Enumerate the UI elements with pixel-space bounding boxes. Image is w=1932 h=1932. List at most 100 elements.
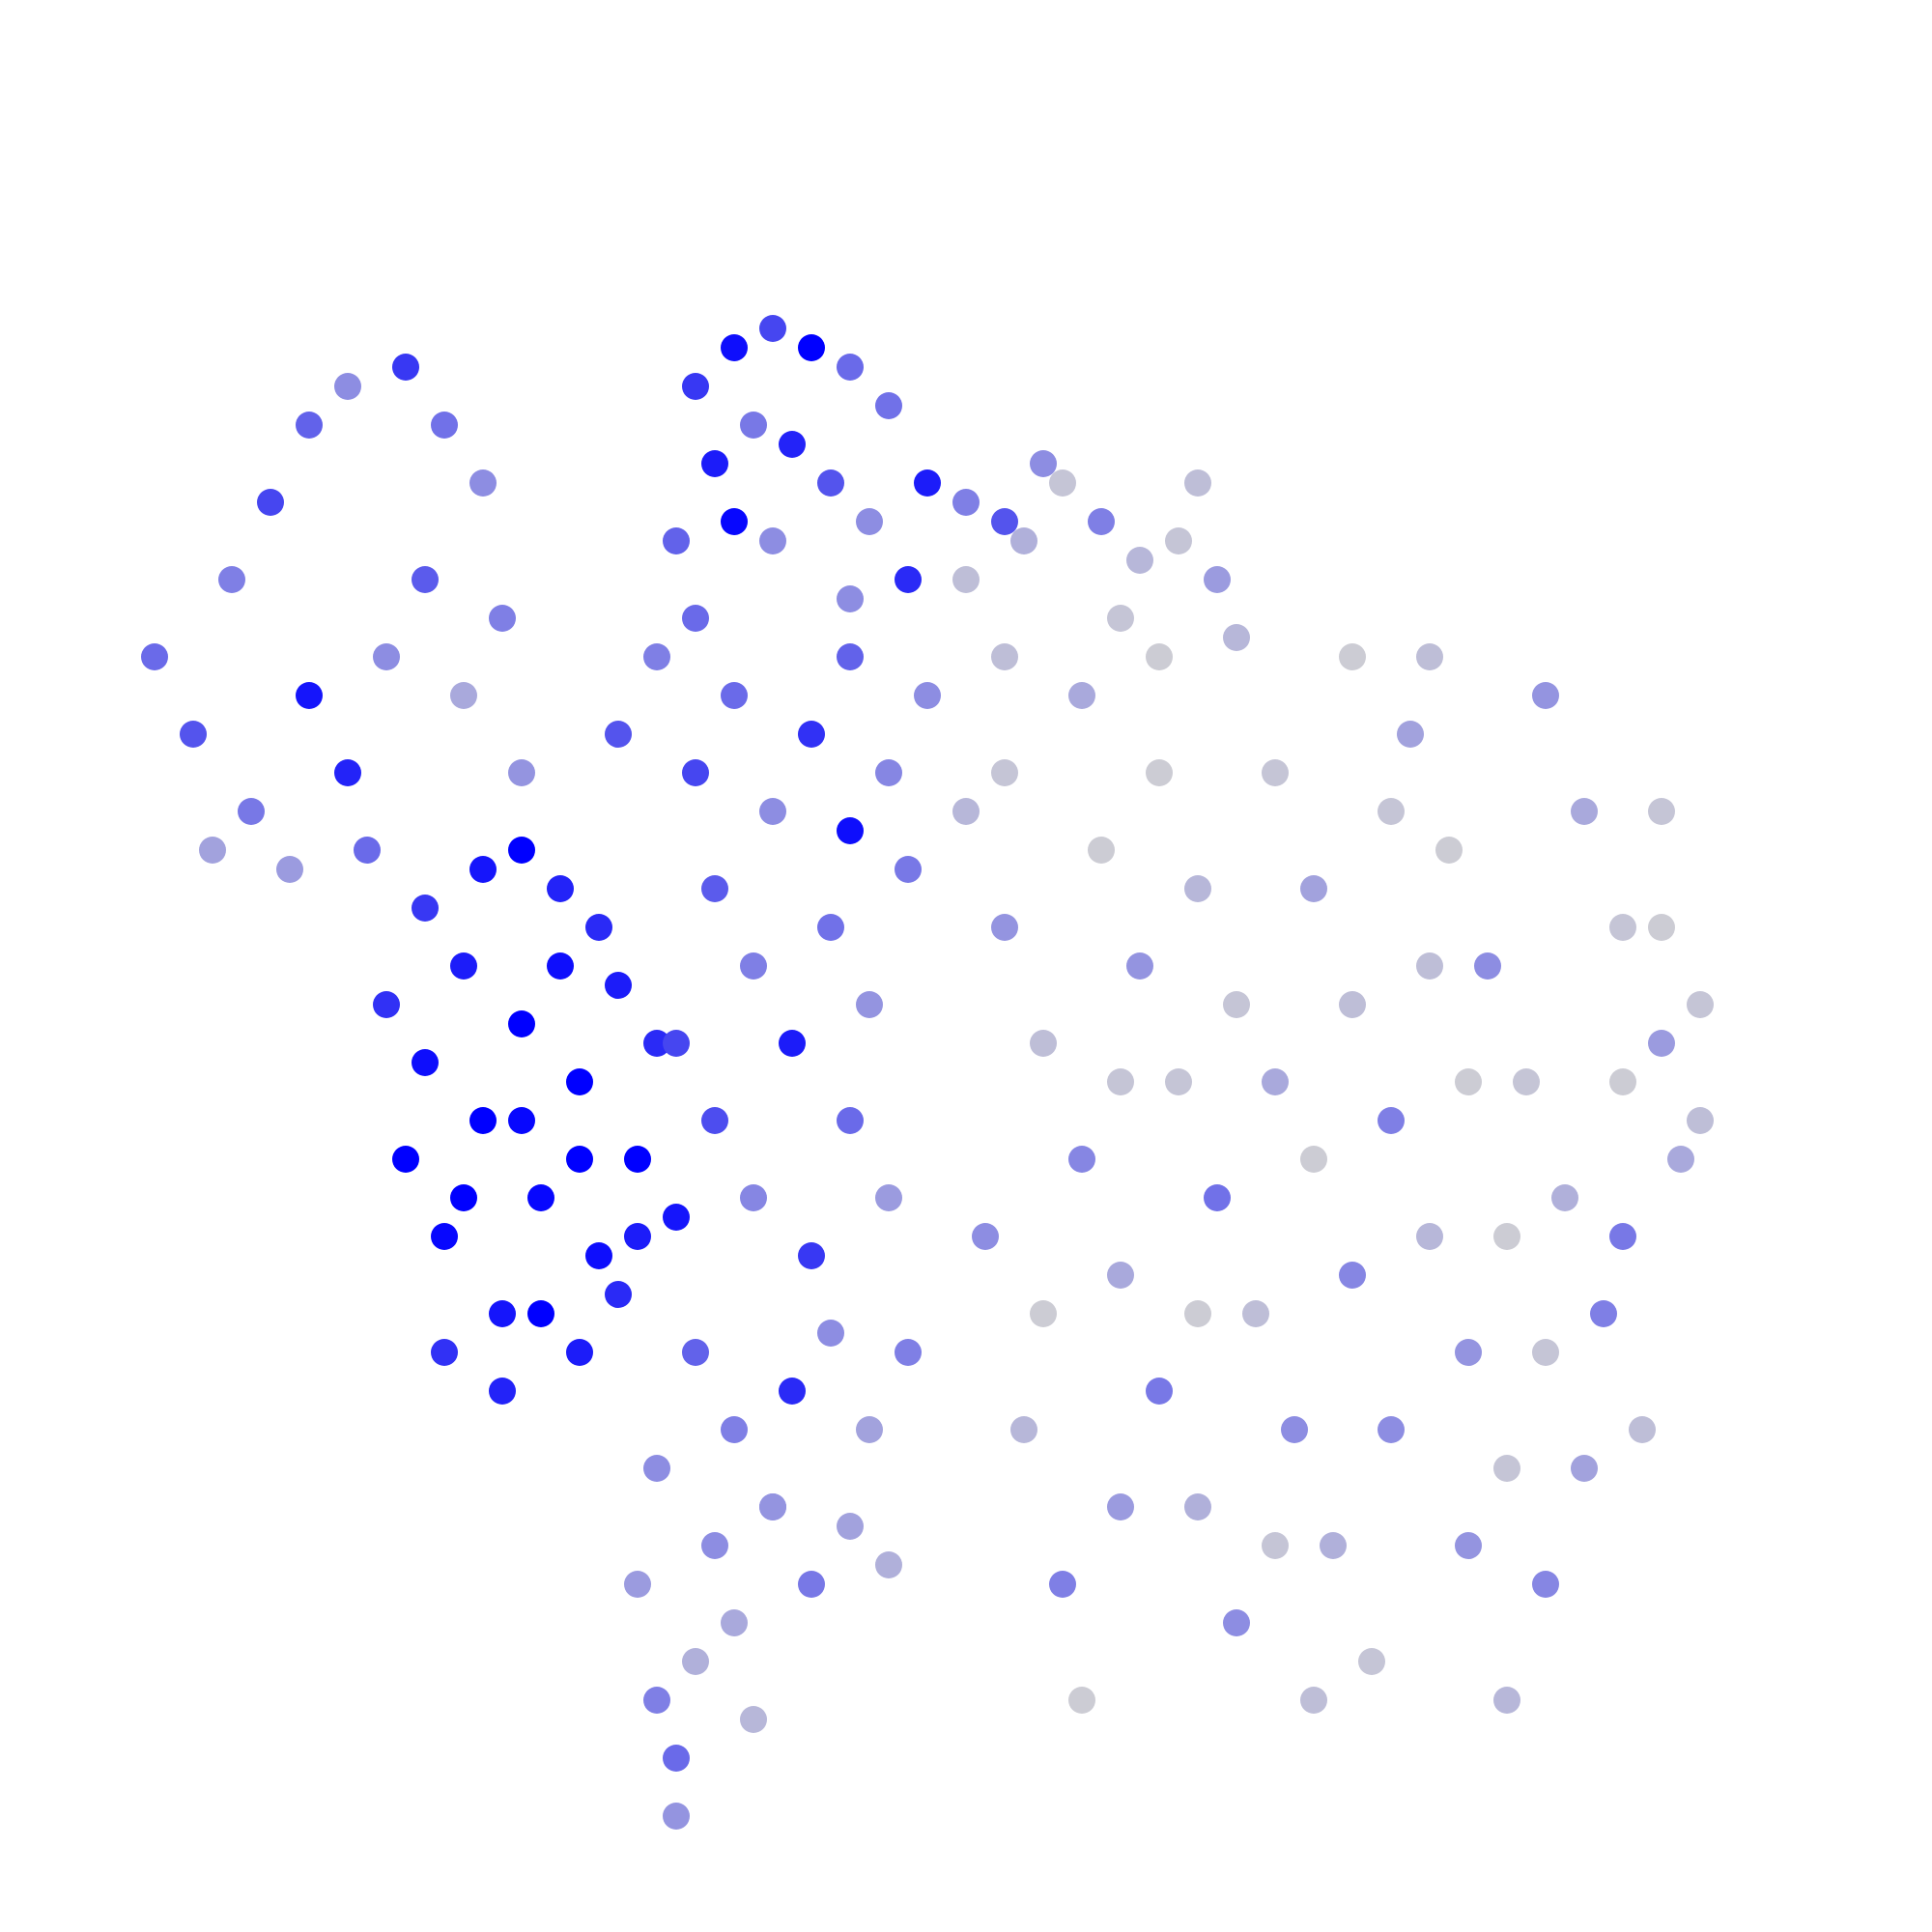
cell-point <box>1455 1339 1482 1366</box>
cell-point <box>682 1648 709 1675</box>
cell-point <box>547 875 574 902</box>
cell-point <box>856 508 883 535</box>
cell-point <box>682 373 709 400</box>
cell-point <box>1165 1068 1192 1095</box>
cell-point <box>1184 469 1211 497</box>
cell-point <box>1648 798 1675 825</box>
cell-point <box>643 1687 670 1714</box>
cell-point <box>1184 1493 1211 1520</box>
cell-point <box>469 856 497 883</box>
cell-point <box>701 1107 728 1134</box>
cell-point <box>1262 759 1289 786</box>
cell-point <box>914 469 941 497</box>
cell-point <box>1339 1262 1366 1289</box>
cell-point <box>779 1378 806 1405</box>
cell-point <box>1030 1030 1057 1057</box>
cell-point <box>527 1300 554 1327</box>
cell-point <box>1378 1416 1405 1443</box>
cell-point <box>1416 643 1443 670</box>
cell-point <box>1532 682 1559 709</box>
cell-point <box>1030 1300 1057 1327</box>
cell-point <box>1146 759 1173 786</box>
cell-point <box>721 508 748 535</box>
cell-point <box>991 508 1018 535</box>
cell-point <box>701 450 728 477</box>
cell-point <box>1300 1146 1327 1173</box>
cell-point <box>1532 1339 1559 1366</box>
cell-point <box>740 1184 767 1211</box>
cell-point <box>1107 1262 1134 1289</box>
cell-point <box>1300 875 1327 902</box>
cell-point <box>373 991 400 1018</box>
cell-point <box>721 682 748 709</box>
cell-point <box>276 856 303 883</box>
cell-point <box>895 856 922 883</box>
cell-point <box>1126 952 1153 980</box>
cell-point <box>1416 1223 1443 1250</box>
cell-point <box>1165 527 1192 554</box>
cell-point <box>1030 450 1057 477</box>
cell-point <box>296 412 323 439</box>
cell-point <box>952 566 980 593</box>
cell-point <box>759 315 786 342</box>
cell-point <box>740 412 767 439</box>
cell-point <box>469 1107 497 1134</box>
cell-point <box>1223 624 1250 651</box>
cell-point <box>508 1107 535 1134</box>
cell-point <box>527 1184 554 1211</box>
cell-point <box>721 1609 748 1636</box>
cell-point <box>1339 643 1366 670</box>
cell-point <box>373 643 400 670</box>
cell-point <box>1590 1300 1617 1327</box>
cell-point <box>663 1803 690 1830</box>
cell-point <box>779 431 806 458</box>
cell-point <box>1687 1107 1714 1134</box>
cell-point <box>837 1513 864 1540</box>
cell-point <box>817 914 844 941</box>
cell-point <box>431 1223 458 1250</box>
cell-point <box>1416 952 1443 980</box>
cell-point <box>1107 1493 1134 1520</box>
cell-point <box>837 1107 864 1134</box>
cell-point <box>1068 1146 1095 1173</box>
cell-point <box>1281 1416 1308 1443</box>
cell-point <box>392 1146 419 1173</box>
cell-point <box>895 566 922 593</box>
cell-point <box>701 875 728 902</box>
cell-point <box>1049 1571 1076 1598</box>
cell-point <box>643 643 670 670</box>
cell-point <box>334 373 361 400</box>
cell-point <box>759 798 786 825</box>
cell-point <box>740 1706 767 1733</box>
cell-point <box>1378 1107 1405 1134</box>
cell-point <box>566 1146 593 1173</box>
cell-point <box>1068 682 1095 709</box>
cell-point <box>1358 1648 1385 1675</box>
cell-point <box>1184 875 1211 902</box>
cell-point <box>798 334 825 361</box>
cell-point <box>508 837 535 864</box>
cell-point <box>1300 1687 1327 1714</box>
cell-point <box>1648 1030 1675 1057</box>
cell-point <box>450 952 477 980</box>
cell-point <box>1455 1532 1482 1559</box>
cell-point <box>624 1571 651 1598</box>
cell-point <box>759 527 786 554</box>
cell-point <box>1262 1068 1289 1095</box>
cell-point <box>663 1204 690 1231</box>
cell-point <box>856 991 883 1018</box>
cell-point <box>798 1571 825 1598</box>
cell-point <box>1068 1687 1095 1714</box>
cell-point <box>952 489 980 516</box>
cell-point <box>1378 798 1405 825</box>
cell-point <box>392 354 419 381</box>
cell-point <box>798 1242 825 1269</box>
cell-point <box>1667 1146 1694 1173</box>
cell-point <box>605 721 632 748</box>
cell-point <box>1204 566 1231 593</box>
cell-point <box>1223 1609 1250 1636</box>
cell-point <box>875 759 902 786</box>
cell-point <box>354 837 381 864</box>
cell-point <box>1571 798 1598 825</box>
cell-point <box>489 1378 516 1405</box>
